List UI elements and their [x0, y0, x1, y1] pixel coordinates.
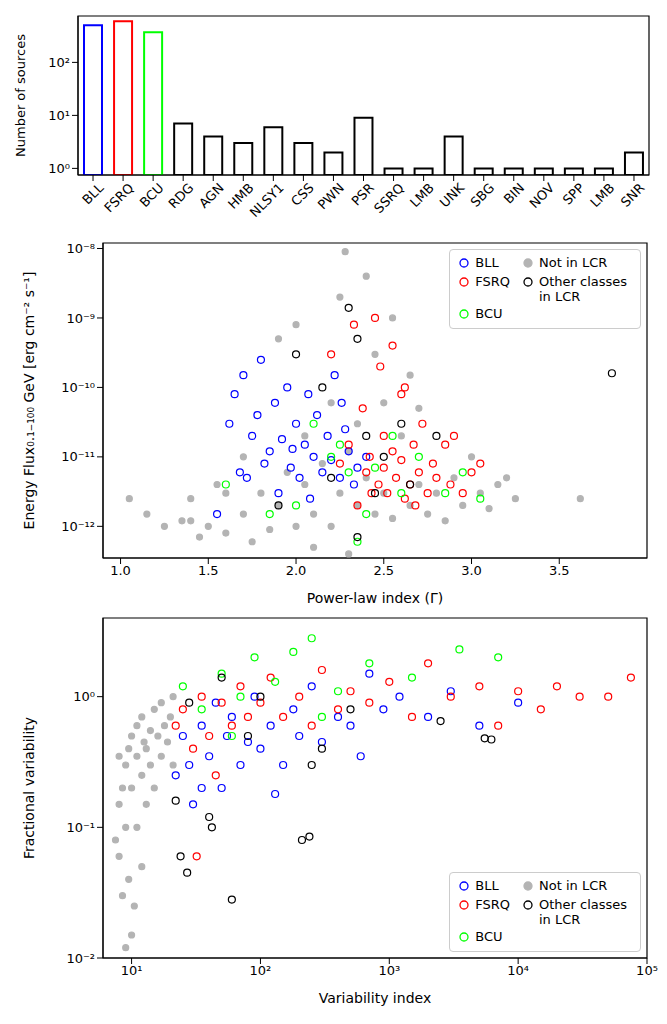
svg-text:LMB: LMB: [407, 180, 437, 210]
html-text:BLL: BLL: [475, 878, 499, 893]
svg-text:SSRQ: SSRQ: [371, 180, 407, 216]
svg-text:2.5: 2.5: [373, 563, 394, 578]
svg-text:10⁴: 10⁴: [507, 963, 529, 978]
svg-text:10¹: 10¹: [121, 963, 143, 978]
svg-text:10⁻¹²: 10⁻¹²: [61, 519, 95, 534]
svg-text:Variability index: Variability index: [319, 990, 431, 1006]
svg-text:BCU: BCU: [137, 180, 167, 210]
html-text:Other classes in LCR: Other classes in LCR: [539, 274, 628, 304]
svg-text:1.5: 1.5: [198, 563, 219, 578]
svg-text:10²: 10²: [48, 55, 70, 70]
svg-text:10⁻⁸: 10⁻⁸: [66, 241, 95, 256]
svg-text:10⁻²: 10⁻²: [66, 951, 95, 966]
svg-text:SNR: SNR: [618, 180, 648, 210]
svg-text:BIN: BIN: [501, 180, 528, 207]
html-text:BLL: BLL: [475, 255, 499, 270]
svg-text:PSR: PSR: [348, 180, 377, 209]
html-text:BCU: BCU: [475, 929, 503, 944]
svg-text:10⁻¹: 10⁻¹: [66, 820, 95, 835]
svg-text:Fractional variability: Fractional variability: [21, 717, 37, 859]
svg-text:NOV: NOV: [526, 180, 557, 211]
svg-text:UNK: UNK: [437, 180, 468, 211]
svg-text:10¹: 10¹: [48, 108, 70, 123]
svg-text:PWN: PWN: [315, 180, 347, 212]
svg-text:RDG: RDG: [165, 180, 196, 211]
html-text:BCU: BCU: [475, 306, 503, 321]
html-text:FSRQ: FSRQ: [475, 274, 510, 289]
html-text:Not in LCR: Not in LCR: [539, 878, 608, 893]
svg-text:Energy Flux₀.₁₋₁₀₀ GeV [erg cm: Energy Flux₀.₁₋₁₀₀ GeV [erg cm⁻² s⁻¹]: [21, 272, 37, 530]
html-text:FSRQ: FSRQ: [475, 897, 510, 912]
html-text:Other classes in LCR: Other classes in LCR: [539, 897, 628, 927]
svg-text:10⁰: 10⁰: [73, 689, 95, 704]
svg-text:10⁰: 10⁰: [48, 161, 70, 176]
svg-text:10³: 10³: [378, 963, 400, 978]
svg-text:BLL: BLL: [79, 180, 107, 208]
svg-text:10⁵: 10⁵: [636, 963, 658, 978]
html-text:Not in LCR: Not in LCR: [539, 255, 608, 270]
svg-text:FSRQ: FSRQ: [101, 180, 136, 215]
svg-text:NLSY1: NLSY1: [247, 180, 287, 220]
svg-text:10⁻¹⁰: 10⁻¹⁰: [61, 380, 95, 395]
svg-text:HMB: HMB: [225, 180, 257, 212]
svg-text:CSS: CSS: [288, 180, 317, 209]
svg-text:10⁻¹¹: 10⁻¹¹: [61, 449, 95, 464]
svg-text:Number of sources: Number of sources: [13, 34, 28, 157]
svg-text:AGN: AGN: [196, 180, 227, 211]
svg-text:2.0: 2.0: [286, 563, 307, 578]
svg-text:LMB: LMB: [587, 180, 617, 210]
svg-text:SPP: SPP: [560, 180, 588, 208]
svg-text:Power-law index (Γ): Power-law index (Γ): [307, 590, 443, 606]
svg-text:10²: 10²: [250, 963, 272, 978]
svg-text:10⁻⁹: 10⁻⁹: [66, 311, 95, 326]
svg-text:1.0: 1.0: [110, 563, 131, 578]
svg-text:3.5: 3.5: [549, 563, 570, 578]
svg-text:3.0: 3.0: [461, 563, 482, 578]
svg-text:SBG: SBG: [467, 180, 497, 210]
